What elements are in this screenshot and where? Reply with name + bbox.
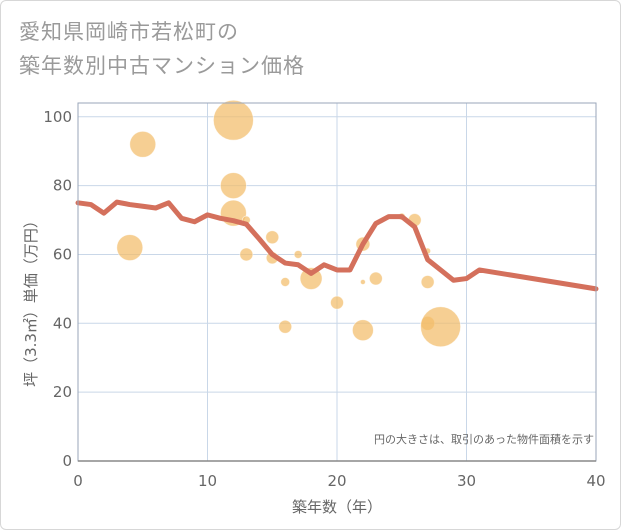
x-tick-label-2: 20 xyxy=(327,472,346,490)
bubble-point xyxy=(293,250,303,259)
bubble-point xyxy=(265,230,280,245)
bubbles xyxy=(116,99,462,348)
y-tick-label-0: 0 xyxy=(62,452,72,470)
x-tick-label-4: 40 xyxy=(586,472,605,490)
average-line xyxy=(75,199,599,292)
bubble-point xyxy=(368,271,383,286)
y-axis-label: 坪（3.3㎡）単価（万円） xyxy=(22,213,40,387)
x-tick-label-3: 30 xyxy=(457,472,476,490)
plot-frame xyxy=(77,102,597,462)
bubble-point xyxy=(330,295,344,310)
bubble-point xyxy=(212,99,254,141)
bubble-point xyxy=(351,319,374,342)
bubble-point xyxy=(219,172,247,200)
title-line-1: 愛知県岡崎市若松町の xyxy=(19,20,239,44)
bubble-point xyxy=(299,267,323,290)
bubble-point xyxy=(359,279,366,285)
size-note: 円の大きさは、取引のあった物件面積を示す xyxy=(374,432,594,446)
y-tick-label-2: 40 xyxy=(53,314,72,332)
y-tick-label-4: 80 xyxy=(53,177,72,195)
bubble-point xyxy=(420,306,462,348)
x-tick-label-1: 10 xyxy=(198,472,217,490)
y-tick-label-3: 60 xyxy=(53,245,72,263)
title-line-2: 築年数別中古マンション価格 xyxy=(19,54,305,78)
bubble-point xyxy=(239,247,254,262)
bubble-point xyxy=(116,234,144,261)
ticks: 0 10 20 30 40 0 20 40 60 80 100 xyxy=(43,108,605,490)
series-line-0 xyxy=(75,199,599,292)
bubble-point xyxy=(420,275,435,289)
bubble-point xyxy=(129,130,157,158)
bubble-point xyxy=(280,277,291,287)
y-tick-label-5: 100 xyxy=(43,108,72,126)
chart-title: 愛知県岡崎市若松町の 築年数別中古マンション価格 xyxy=(19,15,305,83)
x-tick-label-0: 0 xyxy=(73,472,83,490)
bubble-point xyxy=(278,319,293,334)
grid xyxy=(78,103,596,461)
y-tick-label-1: 20 xyxy=(53,383,72,401)
x-axis-label: 築年数（年） xyxy=(292,498,382,516)
